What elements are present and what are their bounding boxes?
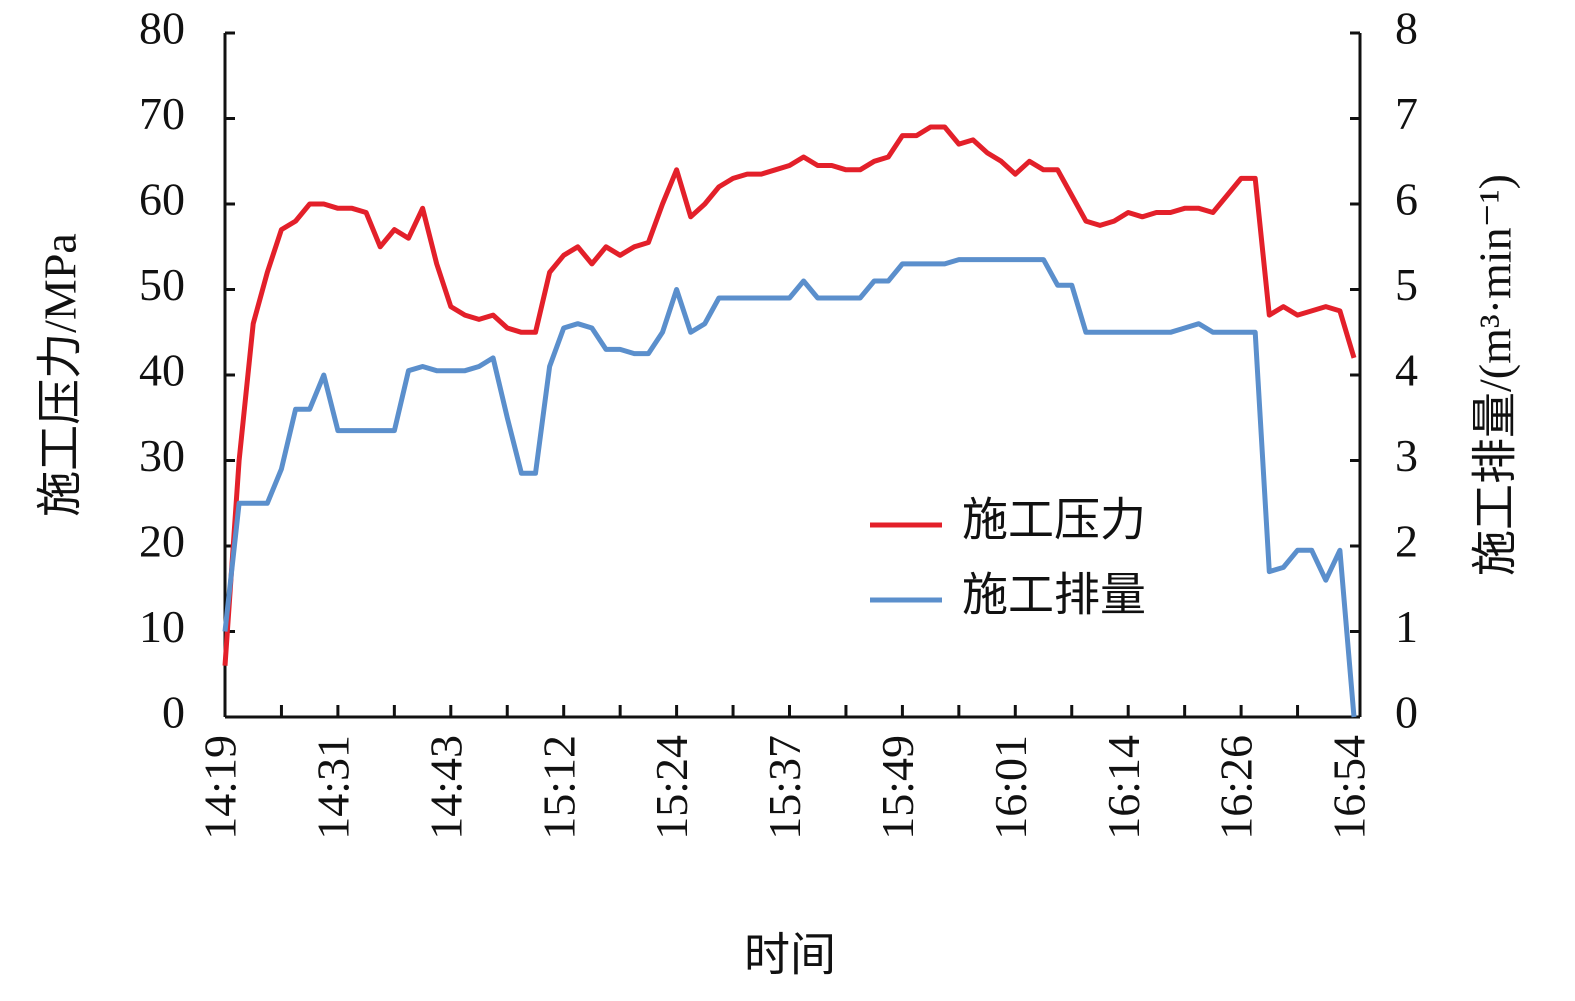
x-tick-label: 14:19 <box>195 735 246 840</box>
x-tick-label: 16:01 <box>985 735 1036 840</box>
y2-tick-label: 1 <box>1395 601 1418 652</box>
y-tick-label: 50 <box>139 259 185 310</box>
x-tick-label: 15:12 <box>533 735 584 840</box>
y-tick-label: 60 <box>139 174 185 225</box>
y-tick-label: 40 <box>139 345 185 396</box>
series-line <box>222 257 1357 718</box>
y-tick-label: 30 <box>139 430 185 481</box>
x-tick-label: 16:26 <box>1211 735 1262 840</box>
y2-tick-label: 4 <box>1395 345 1418 396</box>
x-tick-label: 14:31 <box>307 735 358 840</box>
y-tick-label: 80 <box>139 3 185 54</box>
y-tick-label: 0 <box>162 687 185 738</box>
y-tick-label: 20 <box>139 516 185 567</box>
y2-axis-label: 施工排量/(m³·min⁻¹) <box>1470 174 1521 576</box>
y2-tick-label: 7 <box>1395 88 1418 139</box>
y2-tick-label: 3 <box>1395 430 1418 481</box>
x-tick-label: 15:24 <box>646 735 697 840</box>
y2-tick-label: 8 <box>1395 3 1418 54</box>
x-tick-label: 14:43 <box>420 735 471 840</box>
y2-tick-label: 2 <box>1395 516 1418 567</box>
legend-label: 施工压力 <box>962 495 1146 546</box>
legend-label: 施工排量 <box>962 570 1146 621</box>
x-tick-label: 16:54 <box>1324 735 1375 840</box>
x-axis-label: 时间 <box>744 930 836 981</box>
x-tick-label: 15:49 <box>872 735 923 840</box>
y-tick-label: 70 <box>139 88 185 139</box>
y2-tick-label: 6 <box>1395 174 1418 225</box>
y2-tick-label: 5 <box>1395 259 1418 310</box>
y-tick-label: 10 <box>139 601 185 652</box>
y-axis-label: 施工压力/MPa <box>35 233 86 517</box>
y2-tick-label: 0 <box>1395 687 1418 738</box>
x-tick-label: 15:37 <box>759 735 810 840</box>
x-tick-label: 16:14 <box>1098 735 1149 840</box>
series-line <box>222 124 1357 666</box>
